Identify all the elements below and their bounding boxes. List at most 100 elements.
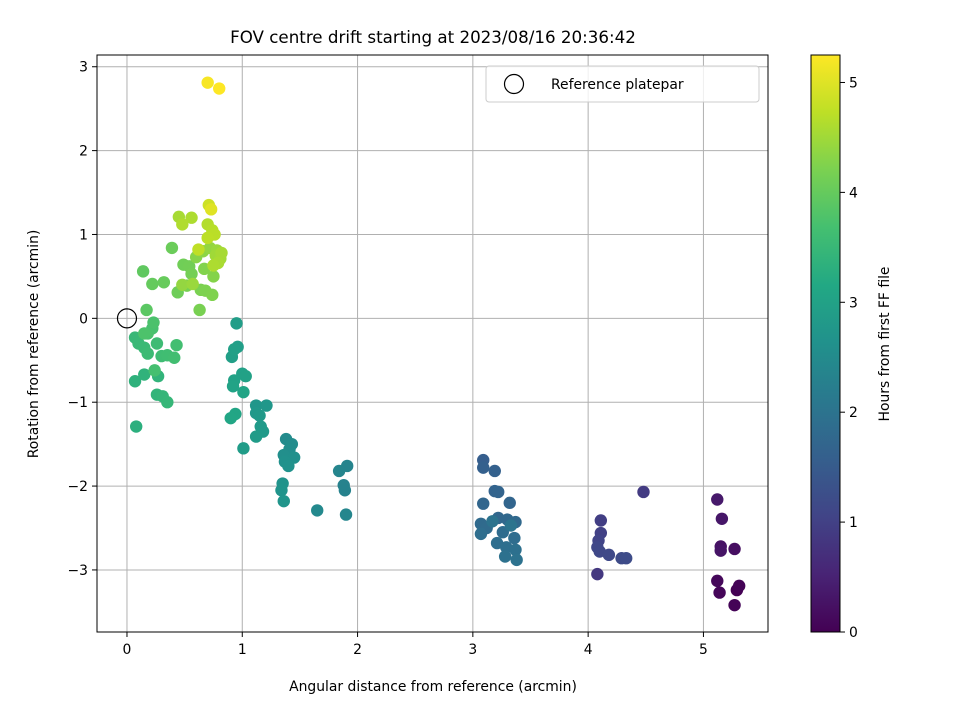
- data-point: [201, 76, 214, 89]
- y-tick-label: −2: [68, 479, 88, 495]
- y-tick-label: −3: [68, 563, 88, 579]
- data-point: [509, 543, 522, 557]
- data-point: [253, 409, 266, 422]
- data-point: [226, 380, 240, 393]
- data-point: [186, 277, 199, 291]
- data-point: [282, 459, 295, 473]
- data-point: [637, 485, 650, 499]
- plot-area: [97, 55, 768, 632]
- data-point: [260, 399, 273, 412]
- data-point: [185, 267, 198, 281]
- data-point: [713, 586, 726, 599]
- colorbar-tick-label: 3: [849, 295, 858, 311]
- data-point: [602, 548, 616, 562]
- data-point: [339, 508, 353, 521]
- data-point: [157, 276, 171, 289]
- legend: Reference platepar: [485, 65, 760, 103]
- data-point: [215, 246, 228, 260]
- data-point: [711, 574, 724, 588]
- plot-frame: [96, 54, 769, 633]
- data-point: [207, 259, 220, 272]
- x-tick-label: 3: [468, 642, 477, 658]
- data-point: [619, 551, 633, 565]
- y-tick-label: 1: [79, 227, 88, 243]
- data-point: [510, 553, 523, 567]
- data-point: [147, 316, 160, 329]
- data-point: [193, 303, 206, 317]
- data-point: [477, 461, 490, 474]
- data-point: [207, 270, 220, 283]
- data-point: [714, 544, 727, 557]
- data-point: [136, 265, 150, 278]
- data-point: [230, 317, 243, 330]
- data-point: [504, 519, 518, 532]
- data-point: [488, 464, 501, 478]
- y-tick-label: 2: [79, 144, 88, 160]
- y-tick-label: 0: [79, 311, 88, 327]
- data-point: [275, 484, 288, 497]
- data-point: [249, 430, 263, 443]
- data-point: [204, 203, 218, 216]
- data-point: [138, 368, 151, 381]
- data-point: [165, 241, 179, 255]
- y-axis: −3 −2 −1 0 1 2 3: [68, 60, 97, 579]
- data-point: [338, 484, 352, 497]
- data-point: [128, 375, 142, 388]
- data-point: [141, 347, 154, 360]
- data-point: [311, 504, 324, 517]
- data-point: [503, 496, 516, 510]
- data-point: [332, 464, 346, 478]
- data-point: [277, 494, 290, 508]
- data-point: [498, 550, 512, 563]
- x-tick-label: 1: [238, 642, 247, 658]
- legend-marker-reference: [503, 73, 525, 95]
- reference-marker-group: [116, 308, 138, 329]
- data-point: [239, 370, 252, 383]
- colorbar-ticks: 0 1 2 3 4 5: [840, 75, 858, 641]
- x-tick-label: 4: [584, 642, 593, 658]
- data-point: [185, 211, 198, 224]
- x-tick-label: 2: [353, 642, 362, 658]
- y-tick-label: 3: [79, 60, 88, 76]
- data-point: [140, 303, 153, 317]
- data-point: [129, 420, 143, 433]
- colorbar-tick-label: 5: [849, 75, 858, 91]
- data-point: [492, 485, 505, 499]
- data-point: [486, 515, 499, 528]
- legend-box: [485, 65, 760, 103]
- data-point: [728, 542, 741, 556]
- data-point: [728, 598, 741, 612]
- data-point: [146, 277, 159, 291]
- data-point: [490, 536, 504, 550]
- y-axis-label: Rotation from reference (arcmin): [26, 230, 42, 459]
- data-point: [237, 385, 250, 399]
- data-point: [201, 231, 214, 245]
- data-point: [168, 351, 181, 364]
- data-point: [213, 82, 226, 95]
- x-axis: 0 1 2 3 4 5: [123, 632, 708, 658]
- data-point: [138, 327, 151, 340]
- data-point: [206, 288, 219, 302]
- x-tick-label: 0: [123, 642, 132, 658]
- data-point: [176, 278, 189, 291]
- data-point: [594, 514, 608, 527]
- colorbar-tick-label: 0: [849, 625, 858, 641]
- reference-marker: [116, 308, 138, 329]
- data-point: [732, 579, 746, 593]
- data-point: [508, 531, 521, 545]
- colorbar: [810, 54, 841, 633]
- scatter-points: [128, 76, 746, 612]
- colorbar-tick-label: 2: [849, 405, 858, 421]
- data-point: [477, 497, 490, 510]
- data-point: [170, 338, 183, 352]
- data-point: [711, 493, 724, 506]
- data-point: [176, 218, 189, 231]
- data-point: [148, 364, 161, 377]
- data-point: [237, 442, 250, 455]
- data-point: [227, 343, 241, 356]
- data-point: [161, 396, 174, 409]
- data-point: [150, 337, 164, 350]
- colorbar-label: Hours from first FF file: [877, 267, 893, 422]
- data-point: [224, 411, 237, 425]
